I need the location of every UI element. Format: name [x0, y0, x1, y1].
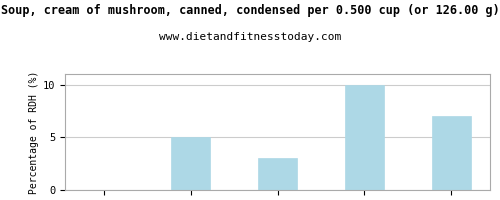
- Bar: [171, 137, 210, 190]
- Bar: [432, 116, 470, 190]
- Text: www.dietandfitnesstoday.com: www.dietandfitnesstoday.com: [159, 32, 341, 42]
- Bar: [258, 158, 297, 190]
- Bar: [345, 85, 384, 190]
- Y-axis label: Percentage of RDH (%): Percentage of RDH (%): [28, 70, 38, 194]
- Text: Soup, cream of mushroom, canned, condensed per 0.500 cup (or 126.00 g): Soup, cream of mushroom, canned, condens…: [0, 4, 500, 17]
